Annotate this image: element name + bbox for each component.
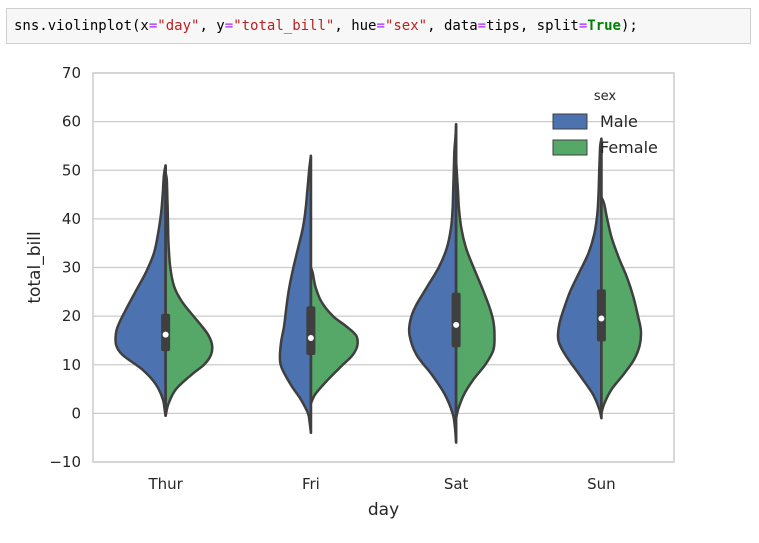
y-tick-labels: −10 0 10 20 30 40 50 60 70 [49, 64, 81, 471]
y-tick-label: −10 [49, 453, 81, 471]
iqr-box-sat [451, 292, 461, 348]
x-tick-label: Sat [444, 475, 469, 493]
legend-title: sex [594, 89, 617, 104]
plot-frame [92, 72, 675, 463]
legend-swatch-female [552, 139, 588, 156]
code-token: tips, split [486, 18, 579, 34]
median-marker-fri [307, 335, 314, 342]
violins [114, 122, 643, 444]
code-token: "sex" [384, 18, 428, 34]
inner-boxes [161, 124, 606, 443]
code-token: "total_bill" [233, 18, 335, 34]
legend: sex Male Female [552, 89, 658, 157]
code-token: = [148, 18, 158, 34]
y-axis-label: total_bill [25, 231, 45, 303]
code-token: = [376, 18, 385, 34]
y-tick-label: 60 [62, 113, 81, 131]
violin-half-male-sun [556, 137, 603, 420]
x-tick-label: Fri [302, 475, 320, 493]
violin-half-female-sun [600, 195, 643, 415]
median-marker-sat [453, 321, 460, 328]
code-token: , y [199, 18, 225, 34]
code-cell[interactable]: sns.violinplot(x="day", y="total_bill", … [6, 8, 751, 44]
violin-half-male-thur [114, 164, 167, 418]
legend-label-male: Male [600, 112, 638, 131]
violin-half-male-sat [407, 122, 458, 444]
code-token: = [477, 18, 487, 34]
y-tick-label: 50 [62, 161, 81, 179]
violin-chart: −10 0 10 20 30 40 50 60 70 Thur Fri Sat Sun day tot… [25, 64, 675, 520]
violin-half-male-fri [278, 154, 313, 435]
y-tick-label: 20 [62, 307, 81, 325]
y-tick-label: 30 [62, 259, 81, 277]
x-axis-label: day [368, 500, 399, 520]
y-tick-label: 10 [62, 356, 81, 374]
y-tick-label: 40 [62, 210, 81, 228]
code-line: sns.violinplot(x="day", y="total_bill", … [14, 18, 638, 34]
y-tick-label: 70 [62, 64, 81, 82]
code-token: , hue [334, 18, 377, 34]
code-token: sns.violinplot(x [14, 18, 149, 34]
median-marker-thur [162, 331, 169, 338]
y-tick-label: 0 [71, 404, 81, 422]
legend-label-female: Female [600, 138, 658, 157]
code-token: "day" [157, 18, 200, 34]
legend-swatch-male [552, 113, 588, 130]
x-tick-label: Sun [587, 475, 616, 493]
code-token: True [587, 18, 621, 34]
iqr-box-fri [306, 306, 316, 356]
x-tick-labels: Thur Fri Sat Sun [147, 475, 615, 493]
x-tick-label: Thur [147, 475, 183, 493]
median-marker-sun [598, 315, 605, 322]
code-token: = [578, 18, 588, 34]
violin-half-female-sat [454, 159, 496, 420]
code-token: , data [427, 18, 478, 34]
code-token: = [224, 18, 234, 34]
iqr-box-sun [596, 289, 606, 342]
violin-half-female-thur [164, 171, 214, 418]
violin-half-female-fri [309, 266, 359, 405]
code-token: ); [620, 18, 638, 34]
